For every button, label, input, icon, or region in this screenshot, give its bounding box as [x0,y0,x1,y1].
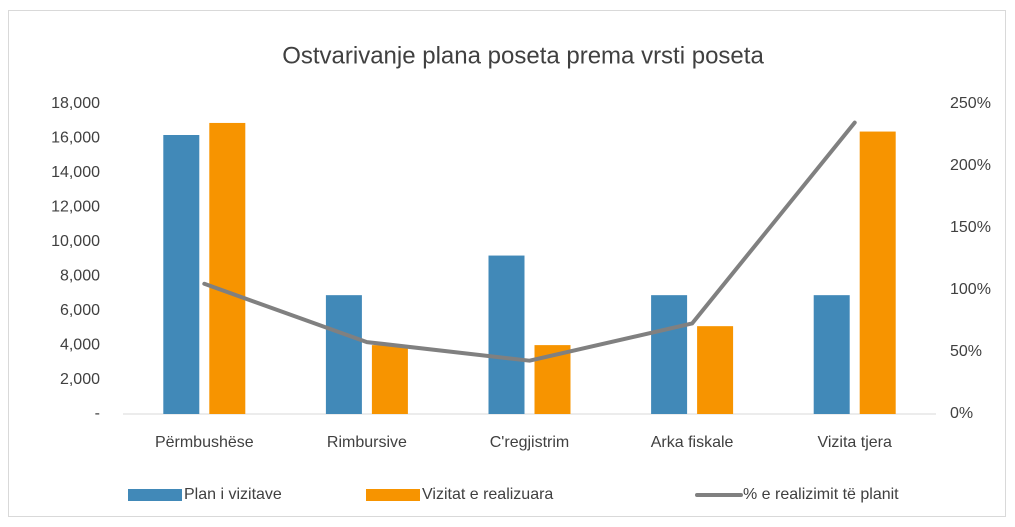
y-tick-label: - [95,405,100,422]
bar [163,135,200,414]
y2-tick-label: 150% [950,219,991,236]
bar [651,295,688,414]
y-tick-label: 12,000 [51,199,100,216]
bar [859,131,896,415]
legend-label: % e realizimit të planit [743,486,899,503]
bar [813,295,850,414]
y-tick-label: 4,000 [60,336,100,353]
x-tick-label: Arka fiskale [651,434,734,451]
bar [488,255,525,414]
x-tick-label: Vizita tjera [817,434,892,451]
legend-swatch [366,489,420,501]
y-tick-label: 2,000 [60,371,100,388]
x-tick-label: Përmbushëse [155,434,254,451]
x-tick-label: C'regjistrim [490,434,570,451]
y2-tick-label: 200% [950,157,991,174]
y-tick-label: 10,000 [51,233,100,250]
y2-tick-label: 50% [950,343,982,360]
y-tick-label: 6,000 [60,302,100,319]
legend-label: Vizitat e realizuara [422,486,553,503]
bar [325,295,362,414]
bar [209,122,246,414]
y-tick-label: 18,000 [51,95,100,112]
y-tick-label: 8,000 [60,267,100,284]
bar [697,326,734,414]
y-tick-label: 16,000 [51,130,100,147]
y2-tick-label: 100% [950,281,991,298]
y-tick-label: 14,000 [51,164,100,181]
legend-swatch [128,489,182,501]
y2-tick-label: 250% [950,95,991,112]
line-series [202,120,857,363]
y2-tick-label: 0% [950,405,973,422]
legend-label: Plan i vizitave [184,486,282,503]
chart-title: Ostvarivanje plana poseta prema vrsti po… [282,42,764,69]
x-tick-label: Rimbursive [327,434,407,451]
bar [371,345,408,414]
